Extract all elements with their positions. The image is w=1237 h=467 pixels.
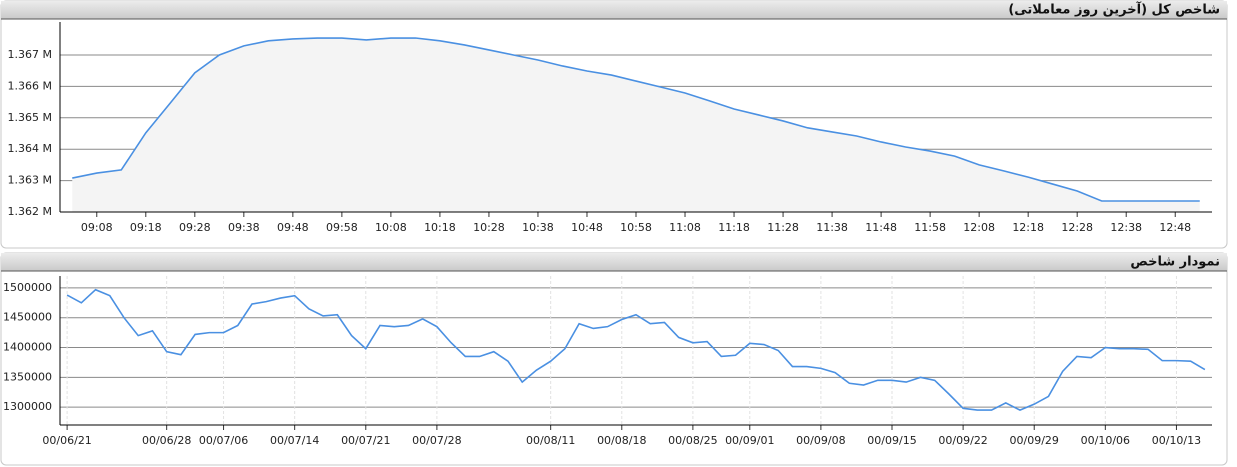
x-tick-label: 11:58: [914, 221, 946, 234]
x-tick-label: 00/06/21: [42, 434, 91, 447]
x-tick-label: 00/07/06: [199, 434, 248, 447]
y-tick-label: 1.367 M: [8, 48, 52, 61]
x-tick-label: 12:28: [1061, 221, 1093, 234]
panel-header: [1, 1, 1227, 19]
x-tick-label: 09:48: [277, 221, 309, 234]
x-tick-label: 09:18: [130, 221, 162, 234]
x-tick-label: 11:38: [816, 221, 848, 234]
x-tick-label: 09:58: [326, 221, 358, 234]
x-tick-label: 10:08: [375, 221, 407, 234]
x-tick-label: 11:28: [767, 221, 799, 234]
y-tick-label: 1400000: [3, 341, 52, 354]
x-tick-label: 00/09/22: [938, 434, 987, 447]
x-tick-label: 00/09/01: [725, 434, 774, 447]
x-tick-label: 11:18: [718, 221, 750, 234]
x-tick-label: 11:08: [669, 221, 701, 234]
x-tick-label: 00/08/11: [526, 434, 575, 447]
x-tick-label: 10:18: [424, 221, 456, 234]
x-tick-label: 00/10/06: [1081, 434, 1130, 447]
x-tick-label: 00/07/28: [412, 434, 461, 447]
x-tick-label: 00/07/21: [341, 434, 390, 447]
x-tick-label: 00/09/29: [1010, 434, 1059, 447]
x-tick-label: 00/08/25: [668, 434, 717, 447]
x-tick-label: 00/09/08: [796, 434, 845, 447]
x-tick-label: 00/09/15: [867, 434, 916, 447]
y-tick-label: 1300000: [3, 400, 52, 413]
x-tick-label: 11:48: [865, 221, 897, 234]
x-tick-label: 12:48: [1159, 221, 1191, 234]
x-tick-label: 12:08: [963, 221, 995, 234]
x-tick-label: 09:08: [81, 221, 113, 234]
x-tick-label: 00/06/28: [142, 434, 191, 447]
x-tick-label: 10:28: [473, 221, 505, 234]
x-tick-label: 12:38: [1110, 221, 1142, 234]
y-tick-label: 1500000: [3, 281, 52, 294]
line: [66, 288, 1206, 411]
x-tick-label: 10:38: [522, 221, 554, 234]
y-tick-label: 1350000: [3, 370, 52, 383]
x-tick-label: 10:58: [620, 221, 652, 234]
x-tick-label: 10:48: [571, 221, 603, 234]
line: [72, 37, 1200, 202]
y-tick-label: 1450000: [3, 311, 52, 324]
panel-header: [1, 253, 1227, 271]
y-tick-label: 1.362 M: [8, 205, 52, 218]
y-tick-label: 1.366 M: [8, 79, 52, 92]
x-tick-label: 09:28: [179, 221, 211, 234]
x-tick-label: 12:18: [1012, 221, 1044, 234]
panel-title: نمودار شاخص: [1130, 255, 1220, 270]
y-tick-label: 1.365 M: [8, 111, 52, 124]
panel-title: شاخص کل (آخرین روز معاملاتی): [1008, 1, 1220, 18]
y-tick-label: 1.364 M: [8, 142, 52, 155]
x-tick-label: 00/10/13: [1152, 434, 1201, 447]
y-tick-label: 1.363 M: [8, 174, 52, 187]
x-tick-label: 00/08/18: [597, 434, 646, 447]
x-tick-label: 09:38: [228, 221, 260, 234]
x-tick-label: 00/07/14: [270, 434, 319, 447]
area: [72, 38, 1200, 213]
